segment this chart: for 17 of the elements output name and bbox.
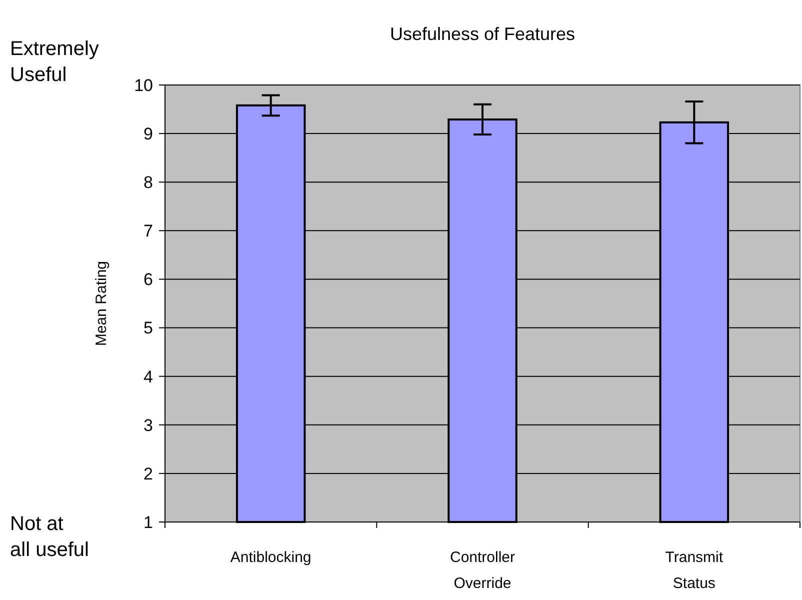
y-tick-label: 3: [144, 416, 153, 435]
text: Extremely Useful: [10, 38, 99, 86]
y-tick-label: 2: [144, 464, 153, 484]
x-tick-label: Transmit Status: [665, 549, 724, 592]
y-tick-label: 10: [134, 76, 153, 95]
y-tick-label: 4: [144, 367, 153, 386]
chart-title: Usefulness of Features: [390, 24, 576, 44]
y-axis-title: Mean Rating: [93, 260, 110, 346]
y-tick-label: 5: [144, 318, 153, 338]
y-tick-label: 9: [144, 124, 153, 144]
y-tick-label: 1: [144, 512, 153, 532]
text: Not at all useful: [10, 513, 89, 561]
x-tick-label: Antiblocking: [230, 549, 312, 566]
y-tick-label: 8: [144, 173, 153, 192]
x-tick-label: Controller Override: [450, 549, 516, 592]
y-tick-label: 6: [144, 270, 153, 290]
y-tick-label: 7: [144, 222, 153, 241]
